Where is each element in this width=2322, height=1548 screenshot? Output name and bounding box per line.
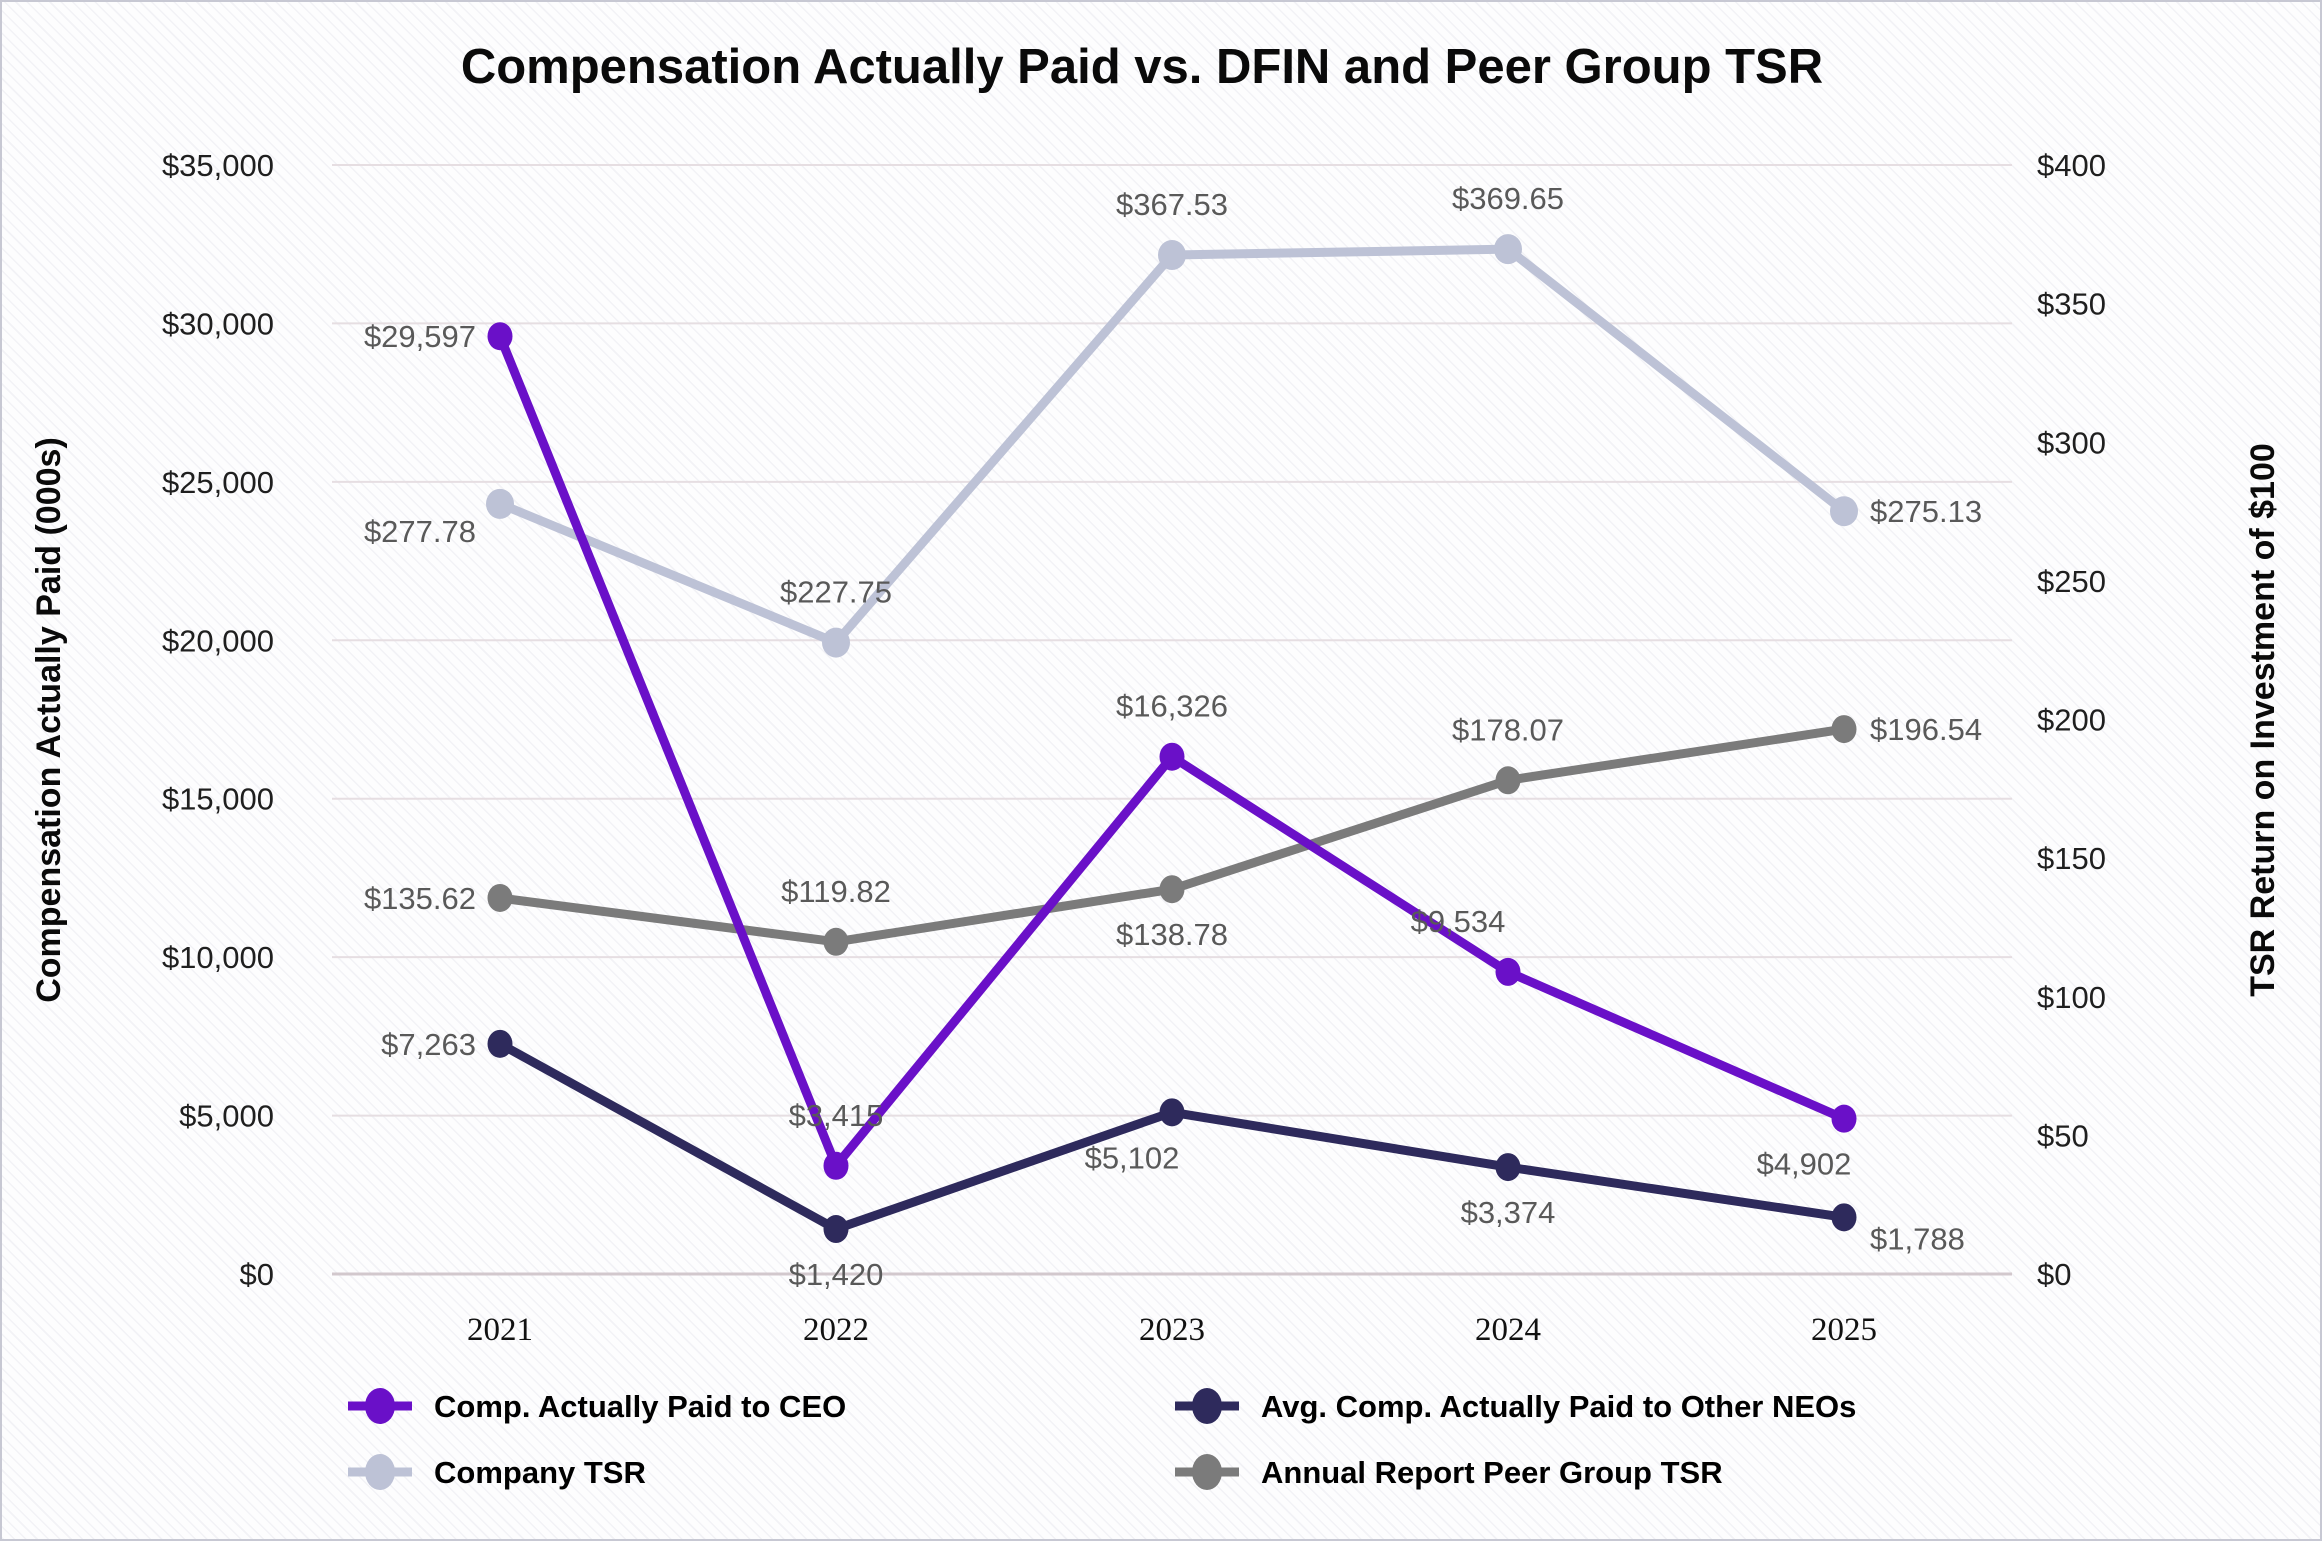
- data-point-ceo-2023: [1159, 742, 1185, 771]
- data-point-company-tsr-2024: [1494, 234, 1522, 265]
- x-axis-tick-label: 2021: [467, 1312, 533, 1348]
- axis-tick-labels: $0 $5,000 $10,000 $15,000 $20,000 $25,000 $30,…: [162, 148, 2106, 1348]
- gridlines: [332, 164, 2012, 1276]
- data-label-neo-2021: $7,263: [381, 1027, 476, 1062]
- x-axis-tick-label: 2022: [803, 1312, 869, 1348]
- data-point-company-tsr-2021: [486, 488, 514, 519]
- data-point-ceo-2022: [823, 1151, 849, 1180]
- right-axis-tick-label: $250: [2037, 564, 2106, 599]
- data-label-company-tsr-2023: $367.53: [1116, 187, 1228, 222]
- right-axis-tick-label: $50: [2037, 1118, 2089, 1153]
- right-axis-tick-label: $0: [2037, 1257, 2071, 1292]
- legend-label: Company TSR: [434, 1455, 646, 1490]
- data-label-company-tsr-2025: $275.13: [1870, 494, 1982, 529]
- data-point-peer-tsr-2022: [823, 927, 849, 956]
- left-axis-tick-label: $25,000: [162, 465, 274, 500]
- data-point-neo-2022: [823, 1215, 849, 1244]
- data-label-neo-2025: $1,788: [1870, 1221, 1965, 1256]
- data-label-peer-tsr-2023: $138.78: [1116, 917, 1228, 952]
- right-axis-tick-label: $150: [2037, 841, 2106, 876]
- right-axis-tick-label: $400: [2037, 148, 2106, 183]
- legend-marker-icon: [365, 1388, 395, 1424]
- data-point-peer-tsr-2023: [1159, 875, 1185, 904]
- data-label-company-tsr-2022: $227.75: [780, 575, 892, 610]
- data-label-peer-tsr-2022: $119.82: [781, 874, 891, 909]
- data-point-peer-tsr-2024: [1495, 766, 1521, 795]
- legend-label: Annual Report Peer Group TSR: [1261, 1455, 1723, 1490]
- legend-marker-icon: [365, 1454, 395, 1490]
- data-point-company-tsr-2022: [822, 627, 850, 658]
- legend-marker-icon: [1192, 1388, 1222, 1424]
- data-point-ceo-2024: [1495, 957, 1521, 986]
- data-point-company-tsr-2023: [1158, 240, 1186, 271]
- left-axis-tick-label: $10,000: [162, 940, 274, 975]
- data-point-ceo-2025: [1831, 1104, 1857, 1133]
- right-axis-tick-label: $200: [2037, 703, 2106, 738]
- left-axis-title: Compensation Actually Paid (000s): [30, 437, 68, 1003]
- right-axis-tick-label: $300: [2037, 425, 2106, 460]
- data-label-company-tsr-2021: $277.78: [364, 514, 476, 549]
- data-label-peer-tsr-2021: $135.62: [364, 881, 476, 916]
- series-line-company-tsr: [495, 244, 1849, 648]
- data-label-peer-tsr-2025: $196.54: [1870, 712, 1982, 747]
- data-point-ceo-2021: [487, 322, 513, 351]
- data-point-neo-2023: [1159, 1098, 1185, 1127]
- x-axis-tick-label: 2023: [1139, 1312, 1205, 1348]
- series-line-neo: [495, 1039, 1849, 1234]
- data-label-neo-2022: $1,420: [789, 1257, 884, 1292]
- x-axis-tick-label: 2025: [1811, 1312, 1877, 1348]
- legend-label: Comp. Actually Paid to CEO: [434, 1389, 846, 1424]
- right-axis-tick-label: $100: [2037, 980, 2106, 1015]
- legend-item-ceo: Comp. Actually Paid to CEO: [348, 1388, 846, 1424]
- data-label-company-tsr-2024: $369.65: [1452, 181, 1564, 216]
- data-point-peer-tsr-2021: [487, 883, 513, 912]
- page-title: Compensation Actually Paid vs. DFIN and …: [461, 40, 1823, 94]
- legend-label: Avg. Comp. Actually Paid to Other NEOs: [1261, 1389, 1856, 1424]
- right-axis-tick-label: $350: [2037, 287, 2106, 322]
- data-label-peer-tsr-2024: $178.07: [1452, 712, 1564, 747]
- data-point-neo-2024: [1495, 1153, 1521, 1182]
- data-point-company-tsr-2025: [1830, 496, 1858, 527]
- data-point-neo-2021: [487, 1029, 513, 1058]
- legend-item-peer-tsr: Annual Report Peer Group TSR: [1175, 1454, 1723, 1490]
- data-label-ceo-2025: $4,902: [1757, 1147, 1852, 1182]
- data-label-ceo-2023: $16,326: [1116, 689, 1228, 724]
- left-axis-tick-label: $20,000: [162, 623, 274, 658]
- data-label-ceo-2024: $9,534: [1411, 904, 1506, 939]
- legend-item-neo: Avg. Comp. Actually Paid to Other NEOs: [1175, 1388, 1856, 1424]
- data-label-ceo-2022: $3,415: [789, 1098, 884, 1133]
- series-lines: $277.78 $227.75 $367.53 $369.65 $275.13 $135.…: [364, 181, 1982, 1292]
- legend: Comp. Actually Paid to CEO Avg. Comp. Act…: [348, 1388, 1856, 1490]
- data-label-neo-2024: $3,374: [1461, 1195, 1556, 1230]
- left-axis-tick-label: $35,000: [162, 148, 274, 183]
- data-label-ceo-2021: $29,597: [364, 319, 476, 354]
- x-axis-tick-label: 2024: [1475, 1312, 1541, 1348]
- right-axis-title: TSR Return on Investment of $100: [2244, 443, 2282, 997]
- data-point-peer-tsr-2025: [1831, 715, 1857, 744]
- legend-item-company-tsr: Company TSR: [348, 1454, 646, 1490]
- left-axis-tick-label: $5,000: [179, 1099, 274, 1134]
- left-axis-tick-label: $0: [240, 1257, 274, 1292]
- legend-marker-icon: [1192, 1454, 1222, 1490]
- left-axis-tick-label: $30,000: [162, 306, 274, 341]
- data-label-neo-2023: $5,102: [1085, 1140, 1180, 1175]
- data-point-neo-2025: [1831, 1203, 1857, 1232]
- left-axis-tick-label: $15,000: [162, 782, 274, 817]
